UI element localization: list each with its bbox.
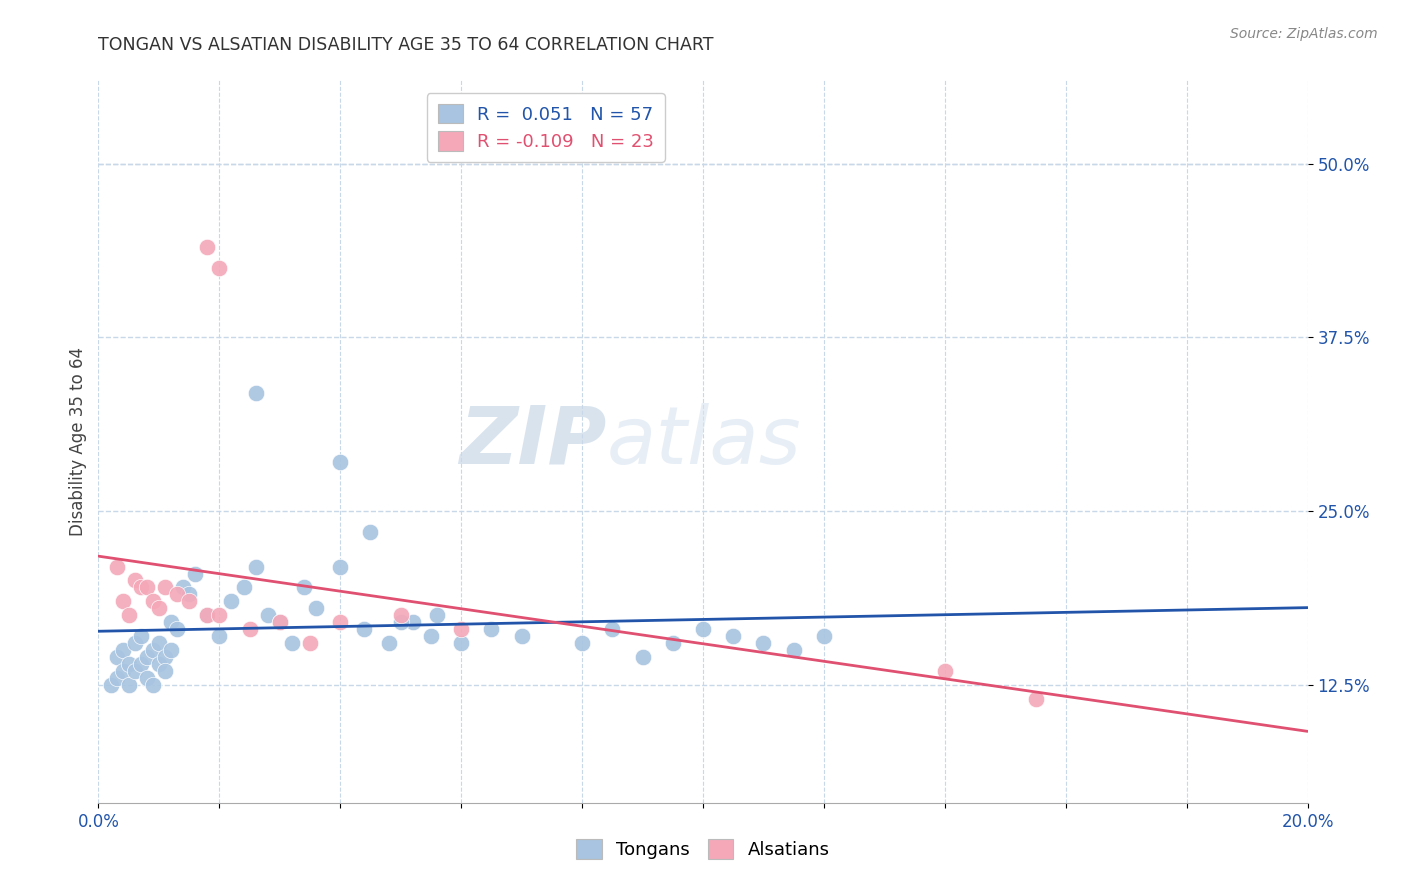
Point	[105, 649, 128, 664]
Point	[111, 643, 134, 657]
Point	[124, 636, 146, 650]
Text: Source: ZipAtlas.com: Source: ZipAtlas.com	[1230, 27, 1378, 41]
Point	[602, 622, 624, 636]
Point	[661, 636, 683, 650]
Point	[184, 566, 207, 581]
Text: atlas: atlas	[606, 402, 801, 481]
Point	[329, 615, 352, 630]
Legend: Tongans, Alsatians: Tongans, Alsatians	[569, 831, 837, 866]
Point	[389, 615, 412, 630]
Point	[172, 581, 194, 595]
Point	[153, 649, 176, 664]
Point	[166, 587, 188, 601]
Point	[269, 615, 291, 630]
Point	[153, 664, 176, 678]
Point	[142, 594, 165, 608]
Point	[256, 608, 278, 623]
Point	[232, 581, 254, 595]
Point	[208, 260, 231, 275]
Point	[160, 643, 183, 657]
Point	[124, 574, 146, 588]
Point	[135, 581, 157, 595]
Point	[135, 649, 157, 664]
Point	[166, 622, 188, 636]
Point	[142, 678, 165, 692]
Point	[934, 664, 956, 678]
Point	[281, 636, 304, 650]
Point	[292, 581, 315, 595]
Point	[135, 671, 157, 685]
Point	[105, 559, 128, 574]
Point	[239, 622, 262, 636]
Point	[783, 643, 806, 657]
Point	[723, 629, 745, 643]
Point	[195, 240, 218, 254]
Point	[129, 657, 152, 671]
Point	[129, 581, 152, 595]
Point	[481, 622, 503, 636]
Point	[329, 455, 352, 469]
Point	[420, 629, 443, 643]
Point	[111, 664, 134, 678]
Point	[179, 594, 201, 608]
Point	[100, 678, 122, 692]
Point	[571, 636, 593, 650]
Point	[510, 629, 533, 643]
Point	[118, 608, 141, 623]
Point	[631, 649, 654, 664]
Point	[245, 559, 267, 574]
Point	[118, 678, 141, 692]
Text: TONGAN VS ALSATIAN DISABILITY AGE 35 TO 64 CORRELATION CHART: TONGAN VS ALSATIAN DISABILITY AGE 35 TO …	[98, 36, 714, 54]
Text: ZIP: ZIP	[458, 402, 606, 481]
Point	[153, 581, 176, 595]
Point	[129, 629, 152, 643]
Point	[305, 601, 328, 615]
Point	[450, 622, 472, 636]
Point	[148, 636, 170, 650]
Point	[195, 608, 218, 623]
Point	[360, 524, 382, 539]
Point	[450, 636, 472, 650]
Point	[208, 608, 231, 623]
Point	[221, 594, 243, 608]
Point	[105, 671, 128, 685]
Point	[353, 622, 375, 636]
Point	[160, 615, 183, 630]
Point	[813, 629, 835, 643]
Point	[402, 615, 425, 630]
Point	[208, 629, 231, 643]
Point	[1024, 691, 1046, 706]
Point	[299, 636, 322, 650]
Point	[148, 657, 170, 671]
Point	[377, 636, 399, 650]
Point	[752, 636, 775, 650]
Point	[692, 622, 714, 636]
Point	[389, 608, 412, 623]
Point	[426, 608, 449, 623]
Point	[245, 385, 267, 400]
Point	[124, 664, 146, 678]
Y-axis label: Disability Age 35 to 64: Disability Age 35 to 64	[69, 347, 87, 536]
Point	[118, 657, 141, 671]
Point	[329, 559, 352, 574]
Point	[179, 587, 201, 601]
Point	[148, 601, 170, 615]
Point	[111, 594, 134, 608]
Point	[269, 615, 291, 630]
Point	[142, 643, 165, 657]
Point	[195, 608, 218, 623]
